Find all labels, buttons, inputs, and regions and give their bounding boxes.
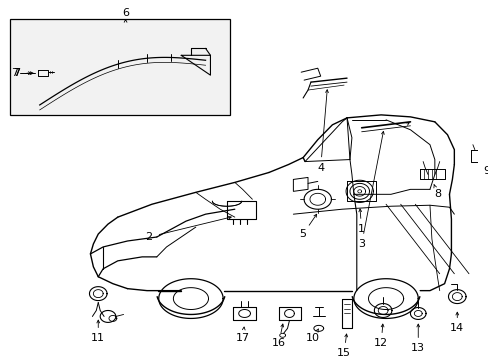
Text: 13: 13 xyxy=(410,343,425,353)
Bar xyxy=(10,19,229,115)
Text: 7: 7 xyxy=(13,68,20,78)
Text: 4: 4 xyxy=(317,162,324,172)
Text: 14: 14 xyxy=(449,323,464,333)
Text: 8: 8 xyxy=(433,189,441,199)
Text: 10: 10 xyxy=(305,333,319,343)
Text: 2: 2 xyxy=(145,232,152,242)
Text: 7: 7 xyxy=(11,68,18,78)
Text: 15: 15 xyxy=(336,348,350,358)
Text: 6: 6 xyxy=(122,8,129,18)
Text: 11: 11 xyxy=(91,333,105,343)
Text: 17: 17 xyxy=(235,333,249,343)
Text: 7: 7 xyxy=(13,68,20,78)
Text: 1: 1 xyxy=(357,224,365,234)
Text: 16: 16 xyxy=(271,338,285,348)
Text: 5: 5 xyxy=(299,229,306,239)
Text: 12: 12 xyxy=(373,338,387,348)
Text: 9: 9 xyxy=(482,166,488,176)
Text: 3: 3 xyxy=(357,239,365,249)
